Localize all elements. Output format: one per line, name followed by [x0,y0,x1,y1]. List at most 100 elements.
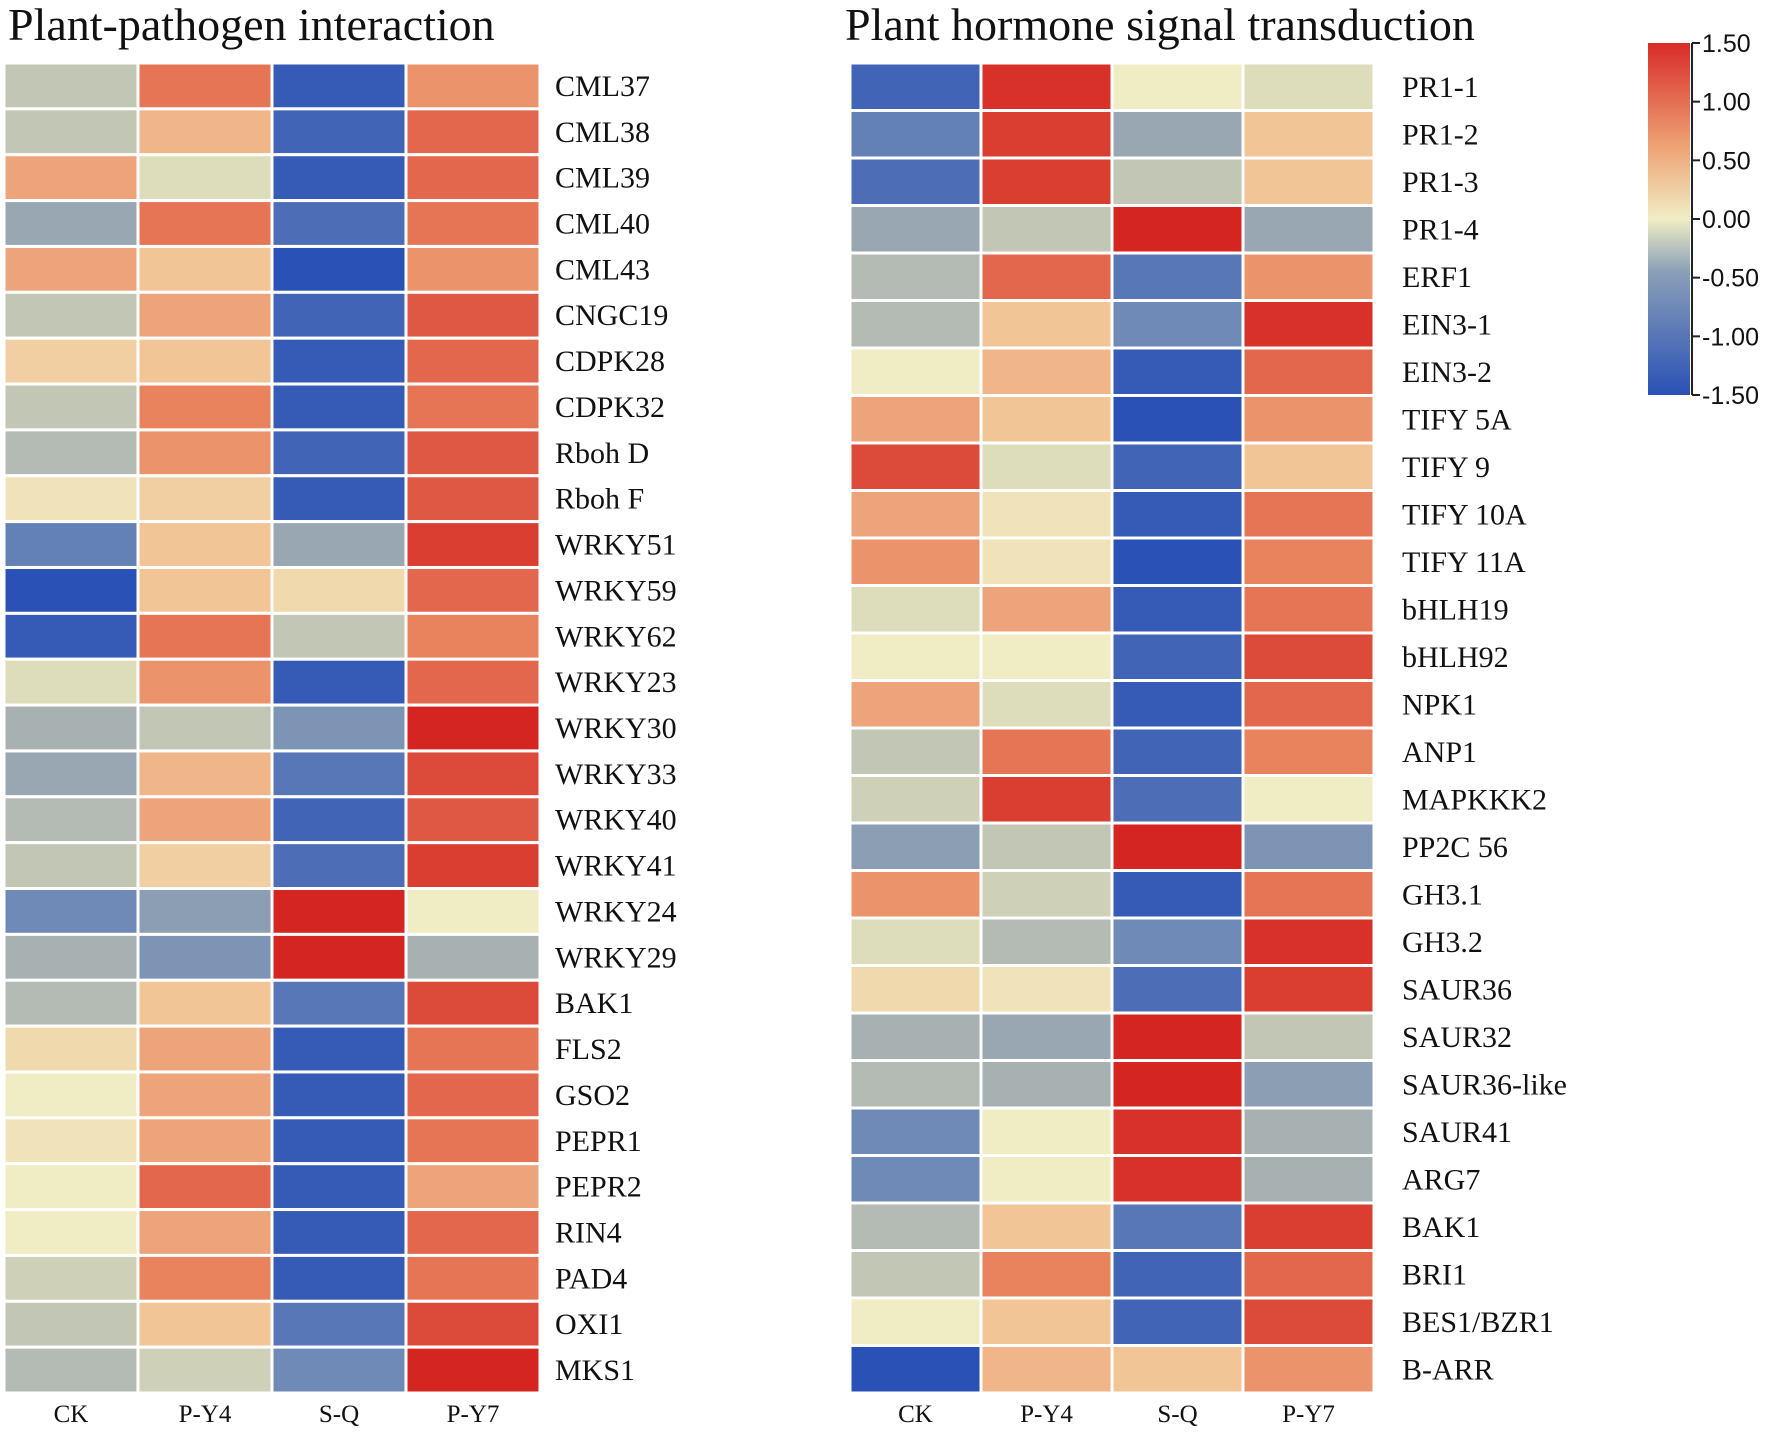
left-heatmap-panel: Plant-pathogen interaction CML37CML38CML… [2,0,677,1428]
heatmap-cell [404,565,542,615]
heatmap-cell [404,749,542,799]
heatmap-cell [979,1201,1114,1252]
heatmap-cell [1110,1154,1245,1205]
heatmap-cell [2,1345,140,1395]
heatmap-cell [848,584,983,635]
row-label: NPK1 [1402,688,1477,721]
heatmap-cell [1241,1296,1376,1347]
row-label: CNGC19 [555,299,668,332]
heatmap-cell [136,244,274,294]
heatmap-cell [1110,251,1245,302]
heatmap-cell [270,336,408,386]
colorbar-tick-label: -1.00 [1702,323,1759,351]
row-label: PR1-1 [1402,71,1479,104]
heatmap-cell [848,1296,983,1347]
heatmap-cell [404,657,542,707]
colorbar-tick-label: 0.00 [1702,206,1751,234]
row-label: FLS2 [555,1033,622,1066]
row-label: PR1-2 [1402,118,1479,151]
heatmap-cell [270,1299,408,1349]
heatmap-cell [136,428,274,478]
heatmap-cell [979,204,1114,255]
row-label: GH3.1 [1402,878,1483,911]
row-label: ANP1 [1402,736,1477,769]
heatmap-cell [1110,204,1245,255]
heatmap-cell [136,336,274,386]
heatmap-cell [1110,1106,1245,1157]
heatmap-cell [848,1249,983,1300]
heatmap-cell [979,156,1114,207]
heatmap-cell [404,1208,542,1257]
heatmap-cell [2,657,140,707]
heatmap-cell [848,299,983,350]
heatmap-cell [404,107,542,157]
row-label: ERF1 [1402,261,1472,294]
column-label: P-Y4 [1020,1401,1073,1428]
heatmap-cell [270,1024,408,1074]
heatmap-cell [2,611,140,661]
heatmap-cell [404,1345,542,1395]
heatmap-cell [270,199,408,248]
row-label: ARG7 [1402,1163,1480,1196]
heatmap-cell [270,244,408,294]
heatmap-cell [979,1154,1114,1205]
heatmap-cell [848,726,983,777]
heatmap-cell [848,679,983,730]
row-label: WRKY41 [555,850,677,883]
heatmap-cell [848,1059,983,1110]
heatmap-cell [270,657,408,707]
row-label: SAUR36 [1402,973,1512,1006]
heatmap-cell [2,1253,140,1303]
heatmap-cell [270,1208,408,1257]
heatmap-cell [848,204,983,255]
row-label: EIN3-2 [1402,356,1492,389]
heatmap-cell [848,156,983,207]
heatmap-cell [136,61,274,111]
heatmap-cell [1110,346,1245,397]
heatmap-cell [2,887,140,936]
heatmap-cell [404,611,542,661]
heatmap-cell [979,964,1114,1015]
heatmap-cell [1110,1344,1245,1395]
heatmap-cell [1241,916,1376,967]
heatmap-cell [1241,1059,1376,1110]
heatmap-cell [136,153,274,203]
heatmap-cell [1241,1249,1376,1300]
heatmap-cell [1110,441,1245,492]
heatmap-cell [1110,774,1245,825]
heatmap-cell [1110,489,1245,540]
row-label: SAUR36-like [1402,1068,1567,1101]
right-row-labels: PR1-1 PR1-2 PR1-3 PR1-4 ERF1 EIN3-1 EIN3-2 TIFY… [1402,71,1567,1387]
heatmap-cell [1110,536,1245,587]
heatmap-cell [1110,869,1245,920]
row-label: MAPKKK2 [1402,783,1547,816]
heatmap-cell [270,565,408,615]
heatmap-cell [1241,869,1376,920]
left-row-labels: CML37 CML38 CML39 CML40 CML43 CNGC19 CDPK28 CDP… [555,70,677,1387]
row-label: PP2C 56 [1402,831,1508,864]
heatmap-cell [404,1253,542,1303]
heatmap-cell [136,1162,274,1212]
left-heatmap-cells [2,61,542,1395]
heatmap-cell [979,1106,1114,1157]
heatmap-cell [1241,964,1376,1015]
heatmap-cell [136,474,274,524]
row-label: SAUR32 [1402,1021,1512,1054]
heatmap-cell [270,1116,408,1166]
column-label: S-Q [1157,1401,1197,1428]
heatmap-cell [1241,299,1376,350]
heatmap-cell [848,1154,983,1205]
row-label: CML38 [555,116,650,149]
heatmap-cell [848,1011,983,1062]
row-label: TIFY 5A [1402,403,1512,436]
heatmap-cell [2,199,140,248]
heatmap-cell [979,536,1114,587]
heatmap-cell [848,61,983,112]
heatmap-cell [2,153,140,203]
heatmap-cell [848,346,983,397]
heatmap-cell [2,1162,140,1212]
heatmap-cell [848,1344,983,1395]
column-label: P-Y7 [447,1401,500,1428]
heatmap-cell [979,489,1114,540]
heatmap-cell [136,795,274,845]
